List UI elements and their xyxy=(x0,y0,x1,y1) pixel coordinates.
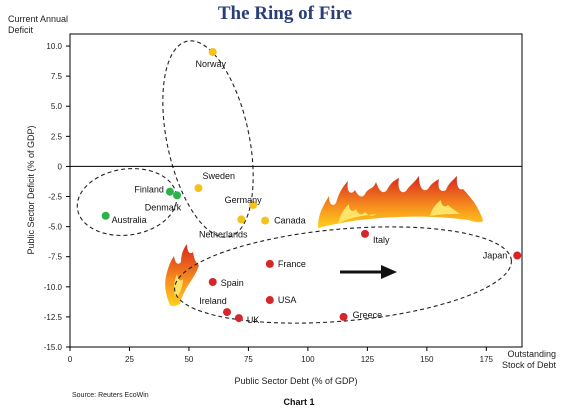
point-label-netherlands: Netherlands xyxy=(199,229,248,239)
point-labels: Norway Sweden Germany Netherlands Canada Finl… xyxy=(112,59,508,325)
y-tick-label: -7.5 xyxy=(48,253,62,262)
point-japan xyxy=(513,251,522,260)
y-tick-label: 5.0 xyxy=(51,102,63,111)
x-tick-label: 125 xyxy=(361,355,375,364)
flames-left xyxy=(165,244,199,307)
y-tick-label: 10.0 xyxy=(46,42,62,51)
y-tick-label: -10.0 xyxy=(44,283,63,292)
y-tick-label: -5.0 xyxy=(48,223,62,232)
point-label-italy: Italy xyxy=(373,235,390,245)
point-label-spain: Spain xyxy=(221,278,244,288)
point-canada xyxy=(261,216,270,225)
source-note: Source: Reuters EcoWin xyxy=(72,392,149,399)
y-tick-label: -2.5 xyxy=(48,193,62,202)
point-label-denmark: Denmark xyxy=(145,202,182,212)
x-tick-label: 25 xyxy=(125,355,134,364)
point-label-sweden: Sweden xyxy=(202,171,235,181)
point-germany xyxy=(249,200,258,209)
x-tick-label: 75 xyxy=(244,355,253,364)
corner-y-label-line2: Deficit xyxy=(8,25,34,35)
chart-caption: Chart 1 xyxy=(283,397,314,407)
x-tick-label: 50 xyxy=(184,355,193,364)
corner-x-label-line2: Stock of Debt xyxy=(502,360,557,370)
data-points xyxy=(101,48,522,323)
plot-frame xyxy=(69,33,523,348)
y-axis-title: Public Sector Deficit (% of GDP) xyxy=(26,125,36,254)
corner-y-label-line1: Current Annual xyxy=(8,14,68,24)
point-italy xyxy=(360,229,369,238)
point-finland xyxy=(165,187,174,196)
y-axis-ticks: 10.0 7.5 5.0 2.5 0 -2.5 -5.0 -7.5 -10.0 -12.5 -15.… xyxy=(44,42,70,352)
point-australia xyxy=(101,211,110,220)
y-tick-label: 2.5 xyxy=(51,132,63,141)
x-tick-label: 175 xyxy=(480,355,494,364)
y-tick-label: -15.0 xyxy=(44,343,63,352)
x-axis-title: Public Sector Debt (% of GDP) xyxy=(234,376,357,386)
point-label-norway: Norway xyxy=(195,59,226,69)
point-ireland xyxy=(223,308,232,317)
point-denmark xyxy=(173,191,182,200)
point-greece xyxy=(339,312,348,321)
point-label-uk: UK xyxy=(247,315,260,325)
point-spain xyxy=(208,277,217,286)
y-tick-label: 7.5 xyxy=(51,72,63,81)
point-label-canada: Canada xyxy=(274,216,306,226)
y-tick-label: 0 xyxy=(58,162,63,171)
point-label-australia: Australia xyxy=(112,215,147,225)
point-label-france: France xyxy=(278,259,306,269)
trend-arrow xyxy=(340,265,397,279)
x-tick-label: 100 xyxy=(301,355,315,364)
point-label-finland: Finland xyxy=(134,185,164,195)
point-label-ireland: Ireland xyxy=(199,296,227,306)
group-ellipses xyxy=(76,40,512,324)
point-uk xyxy=(234,314,243,323)
point-label-japan: Japan xyxy=(483,251,508,261)
x-tick-label: 150 xyxy=(420,355,434,364)
y-tick-label: -12.5 xyxy=(44,313,63,322)
chart-title: The Ring of Fire xyxy=(218,3,352,24)
x-tick-label: 0 xyxy=(68,355,73,364)
point-label-usa: USA xyxy=(278,295,297,305)
point-netherlands xyxy=(237,215,246,224)
x-axis-ticks: 0 25 50 75 100 125 150 175 xyxy=(68,347,494,364)
point-label-greece: Greece xyxy=(353,310,383,320)
flames-right xyxy=(318,176,483,228)
point-label-germany: Germany xyxy=(225,195,263,205)
point-usa xyxy=(265,296,274,305)
point-norway xyxy=(208,48,217,57)
corner-x-label-line1: Outstanding xyxy=(507,349,556,359)
point-sweden xyxy=(194,184,203,193)
point-france xyxy=(265,259,274,268)
ring-ellipse xyxy=(174,226,512,324)
europe-ellipse xyxy=(162,40,254,238)
